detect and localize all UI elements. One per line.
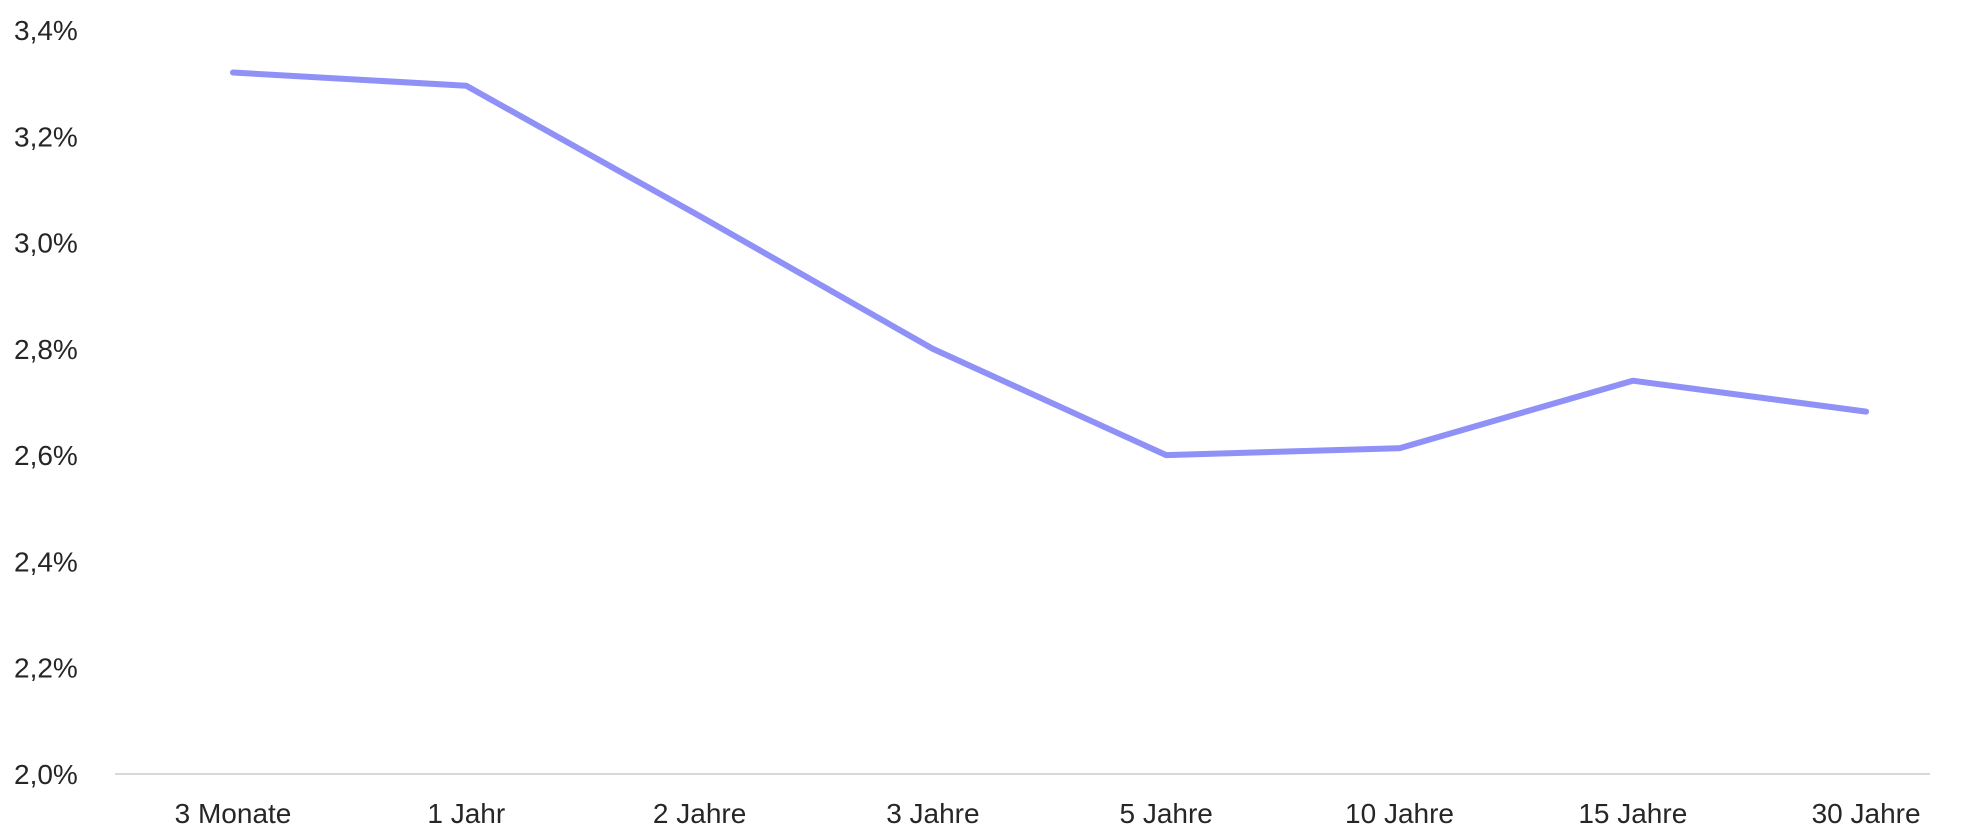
y-tick-label: 3,2% bbox=[14, 121, 78, 152]
x-tick-label: 3 Monate bbox=[175, 798, 292, 827]
x-tick-label: 3 Jahre bbox=[886, 798, 979, 827]
x-tick-label: 2 Jahre bbox=[653, 798, 746, 827]
y-tick-label: 3,4% bbox=[14, 15, 78, 46]
y-tick-label: 2,0% bbox=[14, 759, 78, 790]
y-tick-label: 2,2% bbox=[14, 653, 78, 684]
y-tick-label: 2,6% bbox=[14, 440, 78, 471]
y-axis-tick-labels: 2,0% 2,2% 2,4% 2,6% 2,8% 3,0% 3,2% 3,4% bbox=[14, 15, 78, 790]
x-tick-label: 1 Jahr bbox=[427, 798, 505, 827]
y-tick-label: 2,8% bbox=[14, 334, 78, 365]
series-line bbox=[230, 69, 1870, 459]
x-tick-label: 10 Jahre bbox=[1345, 798, 1454, 827]
x-tick-label: 30 Jahre bbox=[1812, 798, 1921, 827]
x-axis-tick-labels: 3 Monate 1 Jahr 2 Jahre 3 Jahre 5 Jahre 10 Ja… bbox=[175, 798, 1921, 827]
y-tick-label: 3,0% bbox=[14, 228, 78, 259]
x-tick-label: 5 Jahre bbox=[1119, 798, 1212, 827]
series-group bbox=[230, 69, 1870, 459]
y-tick-label: 2,4% bbox=[14, 546, 78, 577]
x-tick-label: 15 Jahre bbox=[1578, 798, 1687, 827]
